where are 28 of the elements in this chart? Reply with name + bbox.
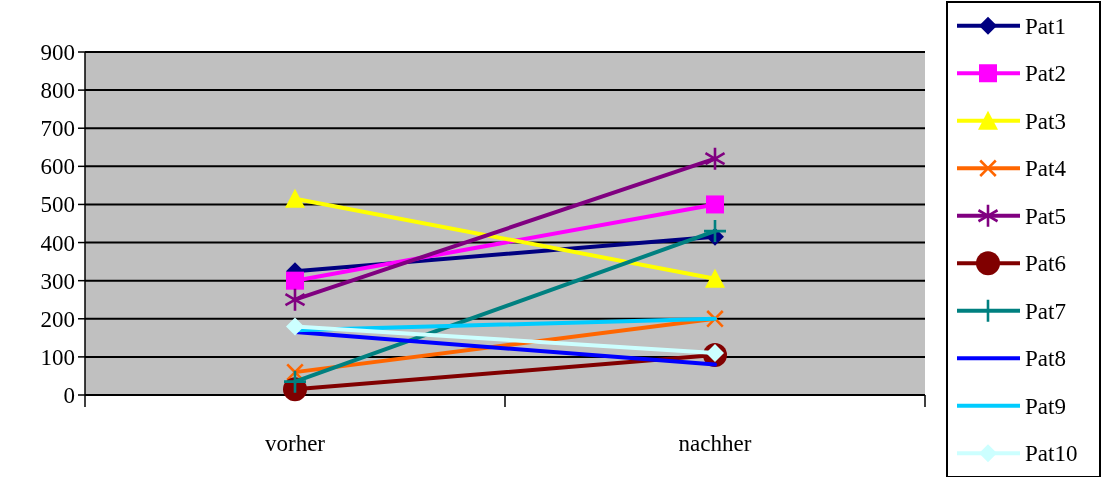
y-tick-label: 500	[40, 192, 75, 218]
y-tick-label: 800	[40, 78, 75, 104]
point	[284, 370, 306, 393]
legend-label: Pat6	[1025, 251, 1066, 277]
y-tick-label: 200	[40, 306, 75, 332]
point	[704, 147, 726, 170]
y-tick-label: 400	[40, 230, 75, 256]
point	[706, 195, 724, 214]
y-tick-label: 600	[40, 154, 75, 180]
legend-label: Pat2	[1025, 61, 1066, 87]
legend-label: Pat8	[1025, 346, 1066, 372]
x-tick-label: nachher	[678, 431, 752, 456]
point	[286, 271, 304, 290]
legend-label: Pat7	[1025, 298, 1066, 324]
y-tick-label: 700	[40, 116, 75, 142]
y-tick-label: 100	[40, 344, 75, 370]
legend-label: Pat1	[1025, 13, 1066, 39]
legend-label: Pat5	[1025, 203, 1066, 229]
legend-label: Pat3	[1025, 108, 1066, 134]
legend-label: Pat10	[1025, 441, 1078, 467]
y-tick-label: 300	[40, 268, 75, 294]
point	[286, 317, 304, 336]
point	[284, 288, 306, 311]
y-tick-label: 0	[63, 383, 75, 409]
legend-label: Pat4	[1025, 156, 1067, 182]
legend-label: Pat9	[1025, 393, 1066, 419]
x-tick-label: vorher	[264, 431, 326, 456]
y-tick-label: 900	[40, 40, 75, 66]
